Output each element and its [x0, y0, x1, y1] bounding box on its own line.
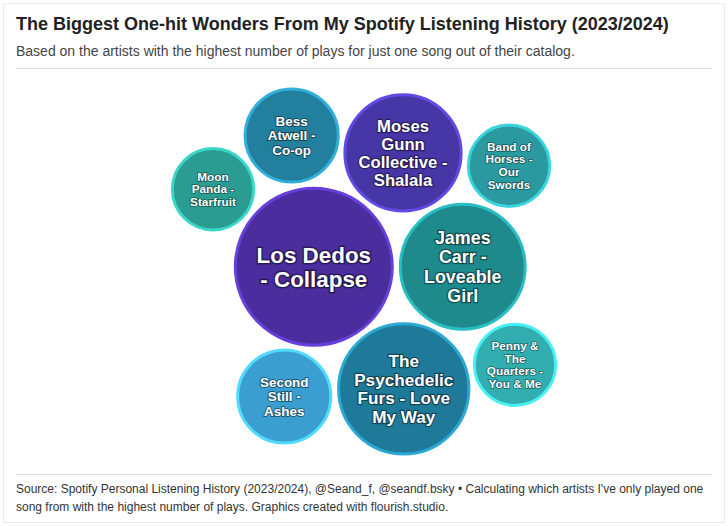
source: Source: Spotify Personal Listening Histo… — [16, 481, 712, 516]
label-line: Gunn — [381, 135, 425, 154]
bubble-label: Penny &TheQuarters -You & Me — [487, 339, 543, 391]
label-line: Second — [260, 375, 309, 390]
label-line: Still - — [268, 389, 301, 404]
rule — [16, 68, 712, 69]
label-line: - Collapse — [260, 267, 367, 292]
label-line: Moses — [377, 117, 429, 136]
card: Los Dedos- Collapse JamesCarr -LoveableGi… — [0, 0, 728, 526]
title: The Biggest One-hit Wonders From My Spot… — [16, 14, 712, 36]
rule — [16, 474, 712, 475]
bubble-label: Los Dedos- Collapse — [257, 243, 371, 292]
label-line: Furs - Love — [358, 388, 450, 408]
label-line: You & Me — [489, 377, 542, 391]
bubble — [474, 324, 555, 405]
bubble-label: ThePsychedelicFurs - LoveMy Way — [354, 351, 454, 427]
label-line: Loveable — [424, 267, 502, 287]
bubble — [339, 324, 469, 454]
bubble-label: MosesGunnCollective -Shalala — [358, 117, 447, 190]
label-line: My Way — [372, 407, 436, 427]
bubble — [172, 149, 253, 230]
subtitle: Based on the artists with the highest nu… — [16, 42, 712, 60]
label-line: Los Dedos — [257, 243, 371, 268]
label-line: Co-op — [272, 143, 311, 158]
bubble — [345, 95, 461, 211]
bubble-label: BessAtwell -Co-op — [268, 114, 316, 158]
card-frame — [4, 4, 725, 523]
header: The Biggest One-hit Wonders From My Spot… — [16, 14, 712, 69]
labels: Los Dedos- Collapse JamesCarr -LoveableGi… — [190, 114, 543, 427]
label-line: Carr - — [439, 247, 487, 267]
bubble — [245, 89, 338, 182]
label-line: Atwell - — [268, 128, 316, 143]
bubble — [400, 204, 525, 329]
label-line: The — [388, 351, 419, 371]
chart-svg: Los Dedos- Collapse JamesCarr -LoveableGi… — [0, 0, 728, 526]
footer: Source: Spotify Personal Listening Histo… — [16, 474, 712, 516]
label-line: Girl — [447, 286, 478, 306]
bubble-label: JamesCarr -LoveableGirl — [424, 228, 502, 306]
label-line: Ashes — [264, 404, 304, 419]
label-line: Shalala — [374, 171, 433, 190]
bubble — [235, 188, 392, 345]
bubble-label: SecondStill -Ashes — [260, 375, 309, 419]
bubble — [238, 350, 331, 443]
label-line: Collective - — [358, 153, 447, 172]
bubble — [468, 125, 549, 206]
bubbles — [172, 89, 555, 454]
label-line: James — [435, 228, 491, 248]
label-line: Psychedelic — [354, 370, 454, 390]
label-line: Swords — [488, 178, 531, 192]
bubble-label: MoonPanda -Starfruit — [190, 170, 236, 210]
label-line: Bess — [276, 114, 308, 129]
label-line: Starfruit — [190, 195, 236, 209]
bubble-label: Band ofHorses -OurSwords — [485, 140, 532, 192]
